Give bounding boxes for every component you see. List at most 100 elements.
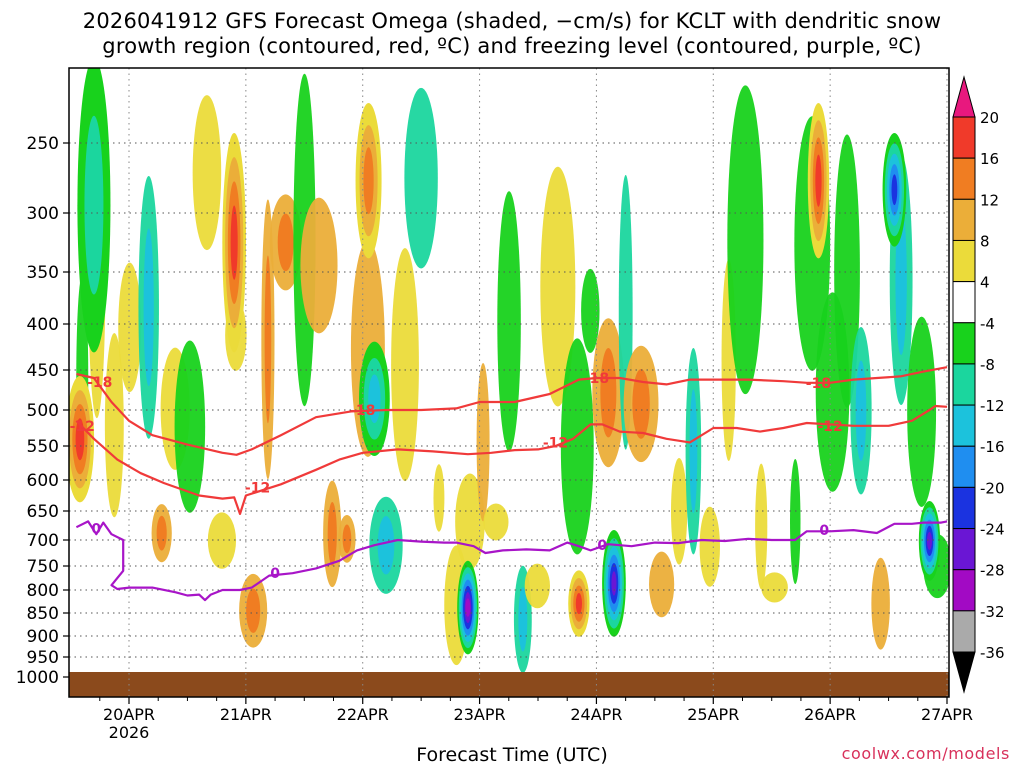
colorbar-label: -12	[980, 397, 1005, 415]
omega-feature-band	[75, 418, 85, 461]
omega-streak-core	[689, 389, 698, 514]
colorbar-label: 8	[980, 232, 990, 250]
colorbar-top-arrow	[952, 75, 976, 118]
omega-streak	[761, 572, 788, 603]
y-tick-label: 250	[27, 134, 59, 154]
omega-streak-core	[377, 516, 395, 575]
y-tick-label: 800	[27, 581, 59, 601]
colorbar-swatch	[952, 610, 976, 653]
y-tick-label: 900	[27, 627, 59, 647]
y-tick-label: 650	[27, 502, 59, 522]
y-tick-label: 400	[27, 315, 59, 335]
contour-label: -18	[806, 376, 831, 392]
colorbar-swatch	[952, 528, 976, 571]
omega-streak	[433, 464, 445, 532]
contour-label: -12	[70, 419, 95, 435]
contour-label: -12	[543, 435, 568, 451]
x-tick-label: 25APR	[687, 705, 739, 724]
omega-feature-band	[891, 174, 898, 206]
y-tick-label: 700	[27, 531, 59, 551]
y-tick-label: 600	[27, 471, 59, 491]
omega-feature-band	[926, 531, 932, 550]
omega-feature-band	[575, 593, 583, 615]
omega-streak-core	[855, 360, 867, 461]
colorbar-label: 16	[980, 150, 999, 168]
colorbar-swatch	[952, 486, 976, 530]
colorbar-swatch	[952, 569, 976, 612]
omega-shading	[69, 68, 949, 697]
contour-label: -12	[245, 480, 270, 496]
y-tick-label: 500	[27, 401, 59, 421]
y-tick-label: 1000	[16, 668, 59, 688]
omega-streak	[476, 362, 490, 522]
x-tick-label: 27APR	[921, 705, 973, 724]
omega-feature-band	[84, 115, 104, 295]
omega-streak	[560, 338, 594, 555]
colorbar-label: -4	[980, 315, 995, 333]
omega-streak-core	[327, 501, 337, 566]
omega-streak	[192, 95, 222, 251]
contour-label: -18	[584, 371, 609, 387]
x-tick-label: 26APR	[804, 705, 856, 724]
colorbar-label: -32	[980, 603, 1005, 621]
colorbar-label: 4	[980, 274, 990, 292]
colorbar-swatch	[952, 239, 976, 283]
contour-line	[75, 404, 948, 516]
colorbar-label: -16	[980, 438, 1005, 456]
chart-title-line-1: 2026041912 GFS Forecast Omega (shaded, −…	[82, 9, 942, 33]
colorbar-swatch	[952, 445, 976, 488]
contour-label: 0	[270, 566, 280, 582]
x-tick-label: 22APR	[337, 705, 389, 724]
credit-link[interactable]: coolwx.com/models	[841, 744, 1010, 763]
omega-streak	[483, 503, 509, 541]
omega-streak	[404, 87, 438, 269]
y-tick-label: 350	[27, 263, 59, 283]
omega-feature-band	[363, 147, 374, 215]
omega-streak-core	[518, 587, 528, 652]
colorbar-swatch	[952, 404, 976, 447]
contour-line	[76, 366, 948, 456]
omega-streak-core	[264, 255, 272, 424]
omega-streak-core	[246, 588, 261, 633]
colorbar-label: -36	[980, 644, 1005, 662]
omega-streak	[118, 262, 142, 393]
colorbar-label: -28	[980, 562, 1005, 580]
colorbar-bottom-arrow	[952, 651, 976, 694]
x-tick-label: 24APR	[570, 705, 622, 724]
contour-label: -18	[350, 403, 375, 419]
x-tick-label: 20APR	[103, 705, 155, 724]
x-year-label: 2026	[109, 723, 150, 742]
omega-streak	[581, 268, 600, 353]
temperature-contours: -18 -18 -18 -18 -12 -12 -12 -12 0 0 0 0	[70, 366, 948, 602]
omega-streak	[391, 248, 419, 482]
x-tick-label: 23APR	[454, 705, 506, 724]
omega-streak-core	[600, 348, 617, 438]
omega-streak	[524, 563, 550, 609]
y-tick-label: 750	[27, 557, 59, 577]
colorbar-label: 20	[980, 109, 999, 127]
contour-label: -12	[817, 419, 842, 435]
omega-streak	[649, 551, 675, 618]
colorbar: 20 16 12 8 4 -4 -8 -12 -16 -20 -24 -28 -32 -36	[952, 75, 1005, 694]
y-tick-label: 850	[27, 604, 59, 624]
ground-surface	[69, 672, 949, 697]
grid-lines	[69, 68, 949, 697]
colorbar-swatch	[952, 322, 976, 365]
chart-title-line-2: growth region (contoured, red, ºC) and f…	[102, 34, 922, 58]
colorbar-swatch	[952, 363, 976, 406]
time-axis: 20APR 21APR 22APR 23APR 24APR 25APR 26APR 27APR…	[99, 697, 973, 742]
omega-background-streaks	[76, 73, 949, 673]
omega-streak	[871, 557, 890, 650]
omega-streak	[455, 473, 485, 570]
omega-streak	[497, 191, 521, 452]
omega-streak-core	[632, 369, 650, 439]
omega-streak	[907, 316, 937, 507]
omega-streak-core	[156, 515, 167, 551]
contour-label: 0	[91, 521, 101, 537]
colorbar-swatch	[952, 157, 976, 200]
omega-feature-band	[465, 598, 471, 617]
contour-line	[75, 520, 948, 602]
omega-feature-band	[815, 154, 822, 207]
omega-streak	[671, 458, 688, 565]
